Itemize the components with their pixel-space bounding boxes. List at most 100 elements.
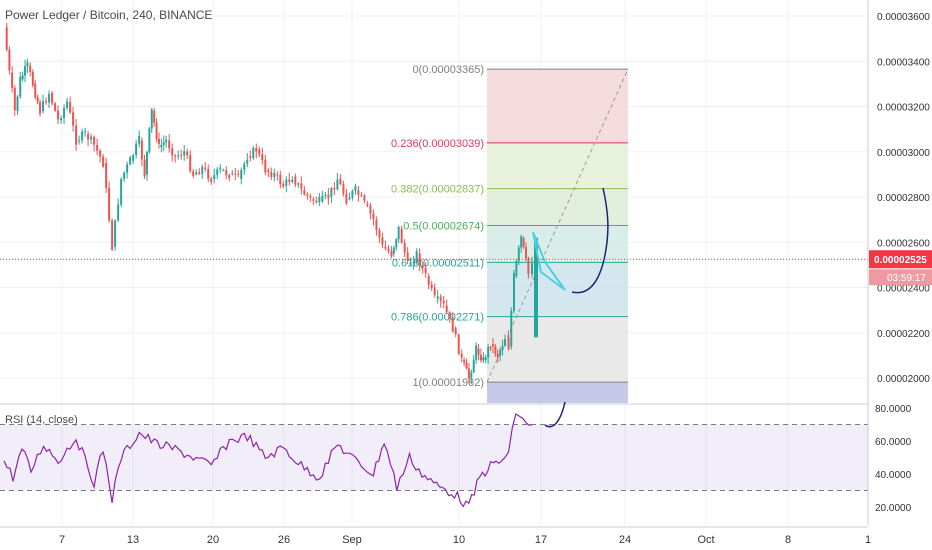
time-axis-label: 8 xyxy=(785,534,791,546)
candle-body xyxy=(234,173,237,175)
candle-body xyxy=(75,125,78,145)
candle-body xyxy=(327,194,330,199)
candles xyxy=(5,22,533,385)
fib-zone xyxy=(487,262,628,317)
fib-zone-extension xyxy=(487,382,628,403)
fib-level-label: 0(0.00003365) xyxy=(412,64,484,76)
candle-body xyxy=(240,169,243,179)
candle-body xyxy=(454,328,457,335)
candle-body xyxy=(255,148,258,152)
candle-body xyxy=(381,237,384,245)
candle-body xyxy=(372,213,375,220)
candle-body xyxy=(204,167,207,169)
rsi-drawn-curve xyxy=(544,401,566,428)
candle-body xyxy=(192,171,195,176)
candle-body xyxy=(392,247,395,254)
candle-body xyxy=(442,301,445,304)
candle-body xyxy=(531,263,533,274)
candle-body xyxy=(333,187,336,190)
rsi-band xyxy=(0,424,868,491)
fib-level-label: 0.5(0.00002674) xyxy=(403,221,484,233)
time-axis-label: 7 xyxy=(59,534,65,546)
candle-body xyxy=(150,109,153,129)
candle-body xyxy=(336,179,339,190)
candle-body xyxy=(496,353,499,358)
rsi-line xyxy=(3,413,533,508)
candle-body xyxy=(491,344,494,347)
candle-body xyxy=(517,247,520,262)
candle-body xyxy=(418,253,421,265)
fib-level-label: 0.382(0.00002837) xyxy=(391,184,484,196)
candle-body xyxy=(403,242,406,253)
candle-body xyxy=(57,110,60,120)
candle-body xyxy=(117,204,120,221)
candle-body xyxy=(324,194,327,196)
candle-body xyxy=(252,148,255,159)
candle-body xyxy=(34,83,37,98)
candle-body xyxy=(415,251,418,262)
candle-body xyxy=(267,169,270,173)
candle-body xyxy=(494,346,497,354)
candle-body xyxy=(315,200,318,203)
candle-body xyxy=(348,197,351,200)
fib-zone xyxy=(487,142,628,189)
candle-body xyxy=(300,183,303,189)
candle-body xyxy=(430,284,433,288)
candle-body xyxy=(510,310,513,347)
candle-body xyxy=(489,347,492,349)
candle-body xyxy=(360,195,363,197)
candle-body xyxy=(195,172,198,175)
candle-body xyxy=(273,172,276,178)
candle-body xyxy=(135,143,138,156)
candle-body xyxy=(409,262,412,265)
candle-body xyxy=(384,246,387,249)
candle-body xyxy=(470,372,473,378)
candle-body xyxy=(21,75,24,80)
candle-body xyxy=(279,174,282,185)
candle-body xyxy=(448,312,451,318)
candle-body xyxy=(210,178,213,182)
candle-body xyxy=(282,184,285,187)
candle-body xyxy=(351,190,354,198)
candle-body xyxy=(276,174,279,176)
candle-body xyxy=(330,187,333,197)
candle-body xyxy=(36,97,39,103)
candle-body xyxy=(475,345,478,360)
candle-body xyxy=(81,131,84,141)
candle-body xyxy=(306,194,309,196)
candle-body xyxy=(421,264,424,268)
candle-body xyxy=(507,337,510,349)
candle-body xyxy=(90,136,93,140)
candle-body xyxy=(84,131,87,133)
candle-body xyxy=(477,348,480,355)
candle-body xyxy=(363,195,366,201)
time-axis-label: 24 xyxy=(619,534,631,546)
candle-body xyxy=(369,205,372,214)
candle-body xyxy=(108,187,111,221)
candle-body xyxy=(39,102,42,114)
chart-title: Power Ledger / Bitcoin, 240, BINANCE xyxy=(5,8,213,22)
candle-body xyxy=(160,144,163,148)
candle-body xyxy=(501,345,504,350)
candle-body xyxy=(177,155,180,157)
candle-body xyxy=(180,155,183,157)
candle-body xyxy=(482,356,485,361)
candle-body xyxy=(412,261,415,263)
time-axis-label: 17 xyxy=(535,534,547,546)
candle-body xyxy=(264,159,267,173)
candle-body xyxy=(520,236,523,248)
candle-body xyxy=(78,140,81,142)
candle-body xyxy=(237,174,240,176)
rsi-axis-label: 20.0000 xyxy=(875,503,912,514)
price-axis-label: 0.00003600 xyxy=(877,12,930,23)
candle-body xyxy=(270,172,273,178)
candle-body xyxy=(114,220,117,247)
candle-body xyxy=(140,140,143,160)
candle-body xyxy=(213,175,216,179)
candle-body xyxy=(120,178,123,205)
candle-body xyxy=(153,111,156,123)
candle-body xyxy=(155,122,158,139)
candle-body xyxy=(69,101,72,113)
candle-body xyxy=(499,349,502,356)
